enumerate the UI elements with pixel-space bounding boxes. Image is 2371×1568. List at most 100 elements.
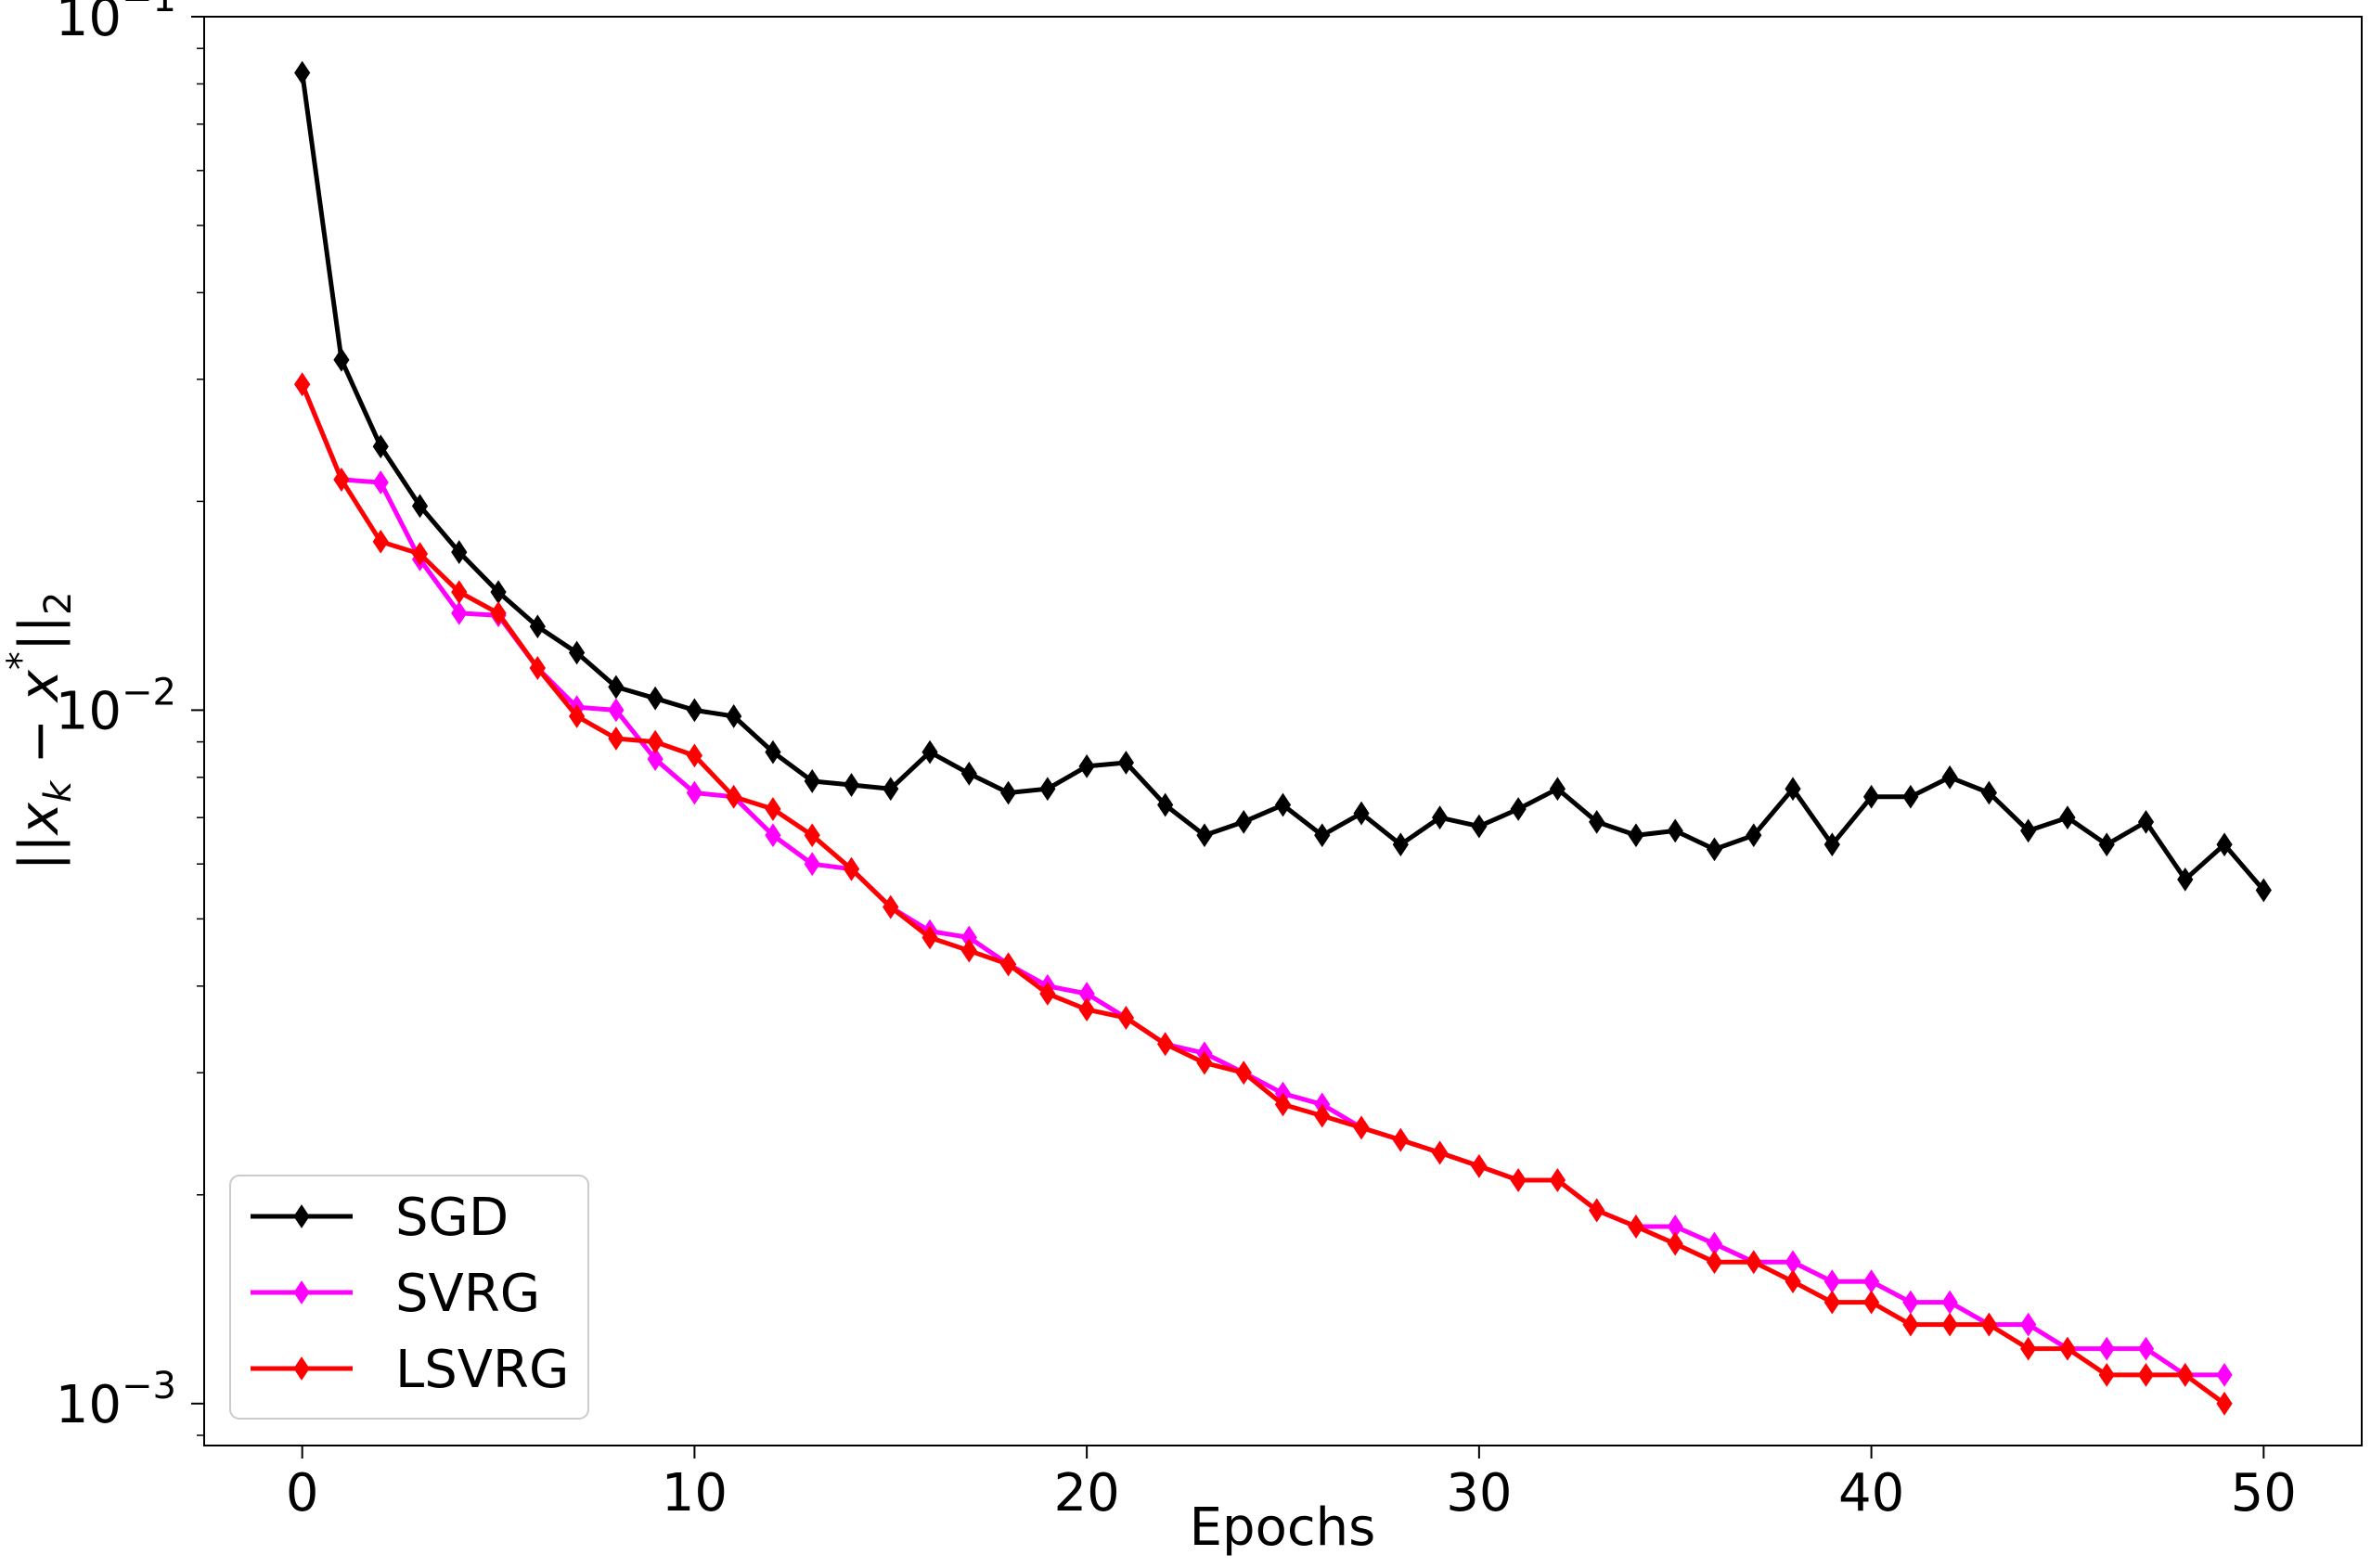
data-point-lsvrg: [2177, 1362, 2194, 1387]
legend: SGD SVRG LSVRG: [229, 1175, 589, 1420]
data-point-sgd: [804, 769, 820, 793]
data-point-sgd: [883, 777, 899, 802]
data-point-sgd: [451, 540, 468, 564]
x-tick-label: 0: [286, 1463, 319, 1523]
x-tick-label: 50: [2231, 1463, 2297, 1523]
data-point-sgd: [1117, 751, 1135, 775]
data-point-lsvrg: [1078, 997, 1095, 1022]
data-point-lsvrg: [1117, 1006, 1135, 1030]
data-point-lsvrg: [490, 600, 507, 625]
data-point-sgd: [2020, 818, 2037, 843]
data-point-lsvrg: [999, 952, 1017, 977]
y-axis-label: ||xk − x*||2: [0, 592, 80, 871]
data-point-lsvrg: [333, 468, 350, 492]
data-point-sgd: [608, 675, 625, 700]
legend-label: SVRG: [395, 1264, 540, 1324]
data-point-svrg: [1941, 1290, 1958, 1315]
data-point-sgd: [1235, 809, 1252, 834]
legend-marker: [293, 1280, 310, 1305]
data-point-lsvrg: [921, 925, 938, 950]
series-sgd: [294, 60, 2272, 903]
legend-label: SGD: [395, 1188, 509, 1248]
data-point-sgd: [2059, 805, 2076, 830]
data-point-sgd: [726, 704, 742, 728]
data-point-sgd: [1274, 792, 1292, 817]
data-point-lsvrg: [883, 894, 899, 919]
data-point-sgd: [1589, 809, 1605, 834]
data-point-svrg: [2216, 1362, 2233, 1387]
series-line-svrg: [300, 383, 2224, 1378]
data-point-svrg: [1823, 1269, 1840, 1294]
data-point-sgd: [1823, 832, 1840, 857]
data-point-sgd: [1353, 801, 1370, 826]
data-point-lsvrg: [2216, 1391, 2233, 1416]
series-layer: [294, 60, 2272, 1416]
data-point-lsvrg: [2098, 1362, 2115, 1387]
data-point-sgd: [1392, 832, 1409, 857]
legend-item-sgd: SGD: [251, 1188, 509, 1248]
data-point-sgd: [411, 494, 429, 519]
legend-item-svrg: SVRG: [251, 1264, 540, 1324]
data-point-lsvrg: [686, 743, 703, 768]
data-point-lsvrg: [1157, 1032, 1174, 1057]
y-axis: 10−3 10−2 10−1: [56, 0, 204, 1436]
data-point-lsvrg: [1431, 1140, 1449, 1165]
data-point-lsvrg: [804, 823, 820, 848]
data-point-sgd: [2098, 832, 2115, 857]
x-axis-label: Epochs: [1190, 1497, 1376, 1558]
data-point-svrg: [647, 747, 664, 772]
data-point-lsvrg: [2020, 1336, 2037, 1361]
data-point-sgd: [686, 698, 703, 723]
data-point-svrg: [451, 600, 468, 625]
data-point-lsvrg: [647, 729, 664, 754]
data-point-lsvrg: [2137, 1362, 2155, 1387]
data-point-sgd: [1862, 784, 1880, 809]
data-point-sgd: [2137, 809, 2155, 834]
data-point-svrg: [2098, 1336, 2115, 1361]
legend-marker: [293, 1204, 310, 1228]
data-point-lsvrg: [1235, 1060, 1252, 1086]
data-point-lsvrg: [1471, 1153, 1488, 1178]
data-point-lsvrg: [1628, 1215, 1644, 1239]
data-point-sgd: [1706, 837, 1723, 862]
x-tick-label: 20: [1054, 1463, 1120, 1523]
data-point-lsvrg: [1392, 1127, 1409, 1152]
data-point-lsvrg: [726, 784, 742, 809]
legend-box: [229, 1175, 589, 1420]
data-point-lsvrg: [568, 704, 586, 728]
data-point-lsvrg: [294, 372, 311, 397]
data-point-sgd: [1549, 777, 1566, 802]
data-point-svrg: [372, 470, 389, 495]
data-point-svrg: [608, 698, 625, 723]
data-point-sgd: [1785, 777, 1801, 802]
data-point-sgd: [765, 739, 781, 765]
data-point-sgd: [1078, 753, 1095, 778]
data-point-lsvrg: [2059, 1336, 2076, 1361]
data-point-lsvrg: [1510, 1168, 1527, 1192]
series-lsvrg: [294, 372, 2233, 1416]
data-point-sgd: [1746, 823, 1762, 848]
data-point-sgd: [843, 773, 860, 797]
legend-item-lsvrg: LSVRG: [251, 1340, 569, 1400]
data-point-sgd: [1941, 765, 1958, 790]
data-point-lsvrg: [843, 856, 860, 881]
data-point-svrg: [686, 780, 703, 805]
data-point-lsvrg: [608, 726, 625, 751]
data-point-sgd: [647, 686, 664, 711]
legend-marker: [293, 1356, 310, 1381]
data-point-lsvrg: [1823, 1290, 1840, 1315]
data-point-svrg: [1862, 1269, 1880, 1294]
data-point-lsvrg: [960, 938, 977, 963]
data-point-sgd: [1980, 780, 1998, 805]
data-point-svrg: [2020, 1312, 2037, 1337]
data-point-sgd: [2255, 878, 2272, 903]
data-point-lsvrg: [1862, 1290, 1880, 1315]
data-point-lsvrg: [411, 542, 429, 566]
data-point-lsvrg: [1274, 1092, 1292, 1117]
data-point-sgd: [1196, 823, 1213, 848]
data-point-sgd: [2177, 867, 2194, 892]
data-point-sgd: [1510, 797, 1527, 821]
data-point-lsvrg: [372, 529, 389, 554]
data-point-sgd: [1431, 805, 1449, 830]
